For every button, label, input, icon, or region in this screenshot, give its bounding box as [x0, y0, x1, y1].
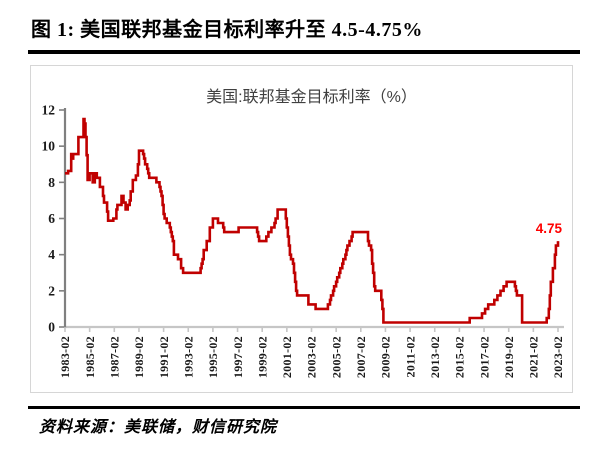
x-tick-label: 1983-02 [58, 336, 72, 378]
rate-line-chart: 0 2 4 6 8 10 12 1983-02 1985-02 1987-02 1989-02 199… [42, 88, 566, 378]
x-tick-label: 1999-02 [255, 336, 269, 378]
x-tick-label: 1995-02 [206, 336, 220, 378]
x-tick-label: 2023-02 [551, 336, 565, 378]
chart-title: 美国:联邦基金目标利率（%） [206, 88, 417, 106]
x-tick-label: 1985-02 [83, 336, 97, 378]
x-tick-label: 2021-02 [527, 336, 541, 378]
x-tick-label: 1987-02 [108, 336, 122, 378]
x-tick-label: 1991-02 [157, 336, 171, 378]
x-tick-label: 2003-02 [305, 336, 319, 378]
rate-line [65, 117, 560, 324]
x-tick-label: 2001-02 [280, 336, 294, 378]
y-tick-label: 0 [48, 320, 55, 335]
chart-panel: 0 2 4 6 8 10 12 1983-02 1985-02 1987-02 1989-02 199… [30, 65, 573, 393]
source-divider [28, 406, 580, 409]
figure-title: 图 1: 美国联邦基金目标利率升至 4.5-4.75% [31, 19, 423, 41]
source-note: 资料来源：美联储，财信研究院 [39, 419, 278, 436]
x-tick-label: 1989-02 [132, 336, 146, 378]
x-tick-label: 2009-02 [379, 336, 393, 378]
y-tick-label: 10 [42, 139, 56, 154]
x-tick-label: 2013-02 [428, 336, 442, 378]
y-tick-label: 8 [48, 175, 55, 190]
x-tick-label: 2017-02 [477, 336, 491, 378]
x-tick-label: 1993-02 [181, 336, 195, 378]
y-tick-label: 12 [42, 103, 56, 118]
y-tick-label: 6 [48, 211, 55, 226]
x-tick-label: 2011-02 [403, 336, 417, 377]
title-divider [28, 50, 580, 54]
y-tick-label: 4 [48, 247, 55, 262]
x-tick-label: 2007-02 [354, 336, 368, 378]
x-tick-label: 2015-02 [453, 336, 467, 378]
last-value-label: 4.75 [536, 221, 563, 236]
y-tick-label: 2 [48, 283, 55, 298]
x-tick-label: 2005-02 [329, 336, 343, 378]
x-tick-label: 2019-02 [502, 336, 516, 378]
x-tick-label: 1997-02 [231, 336, 245, 378]
